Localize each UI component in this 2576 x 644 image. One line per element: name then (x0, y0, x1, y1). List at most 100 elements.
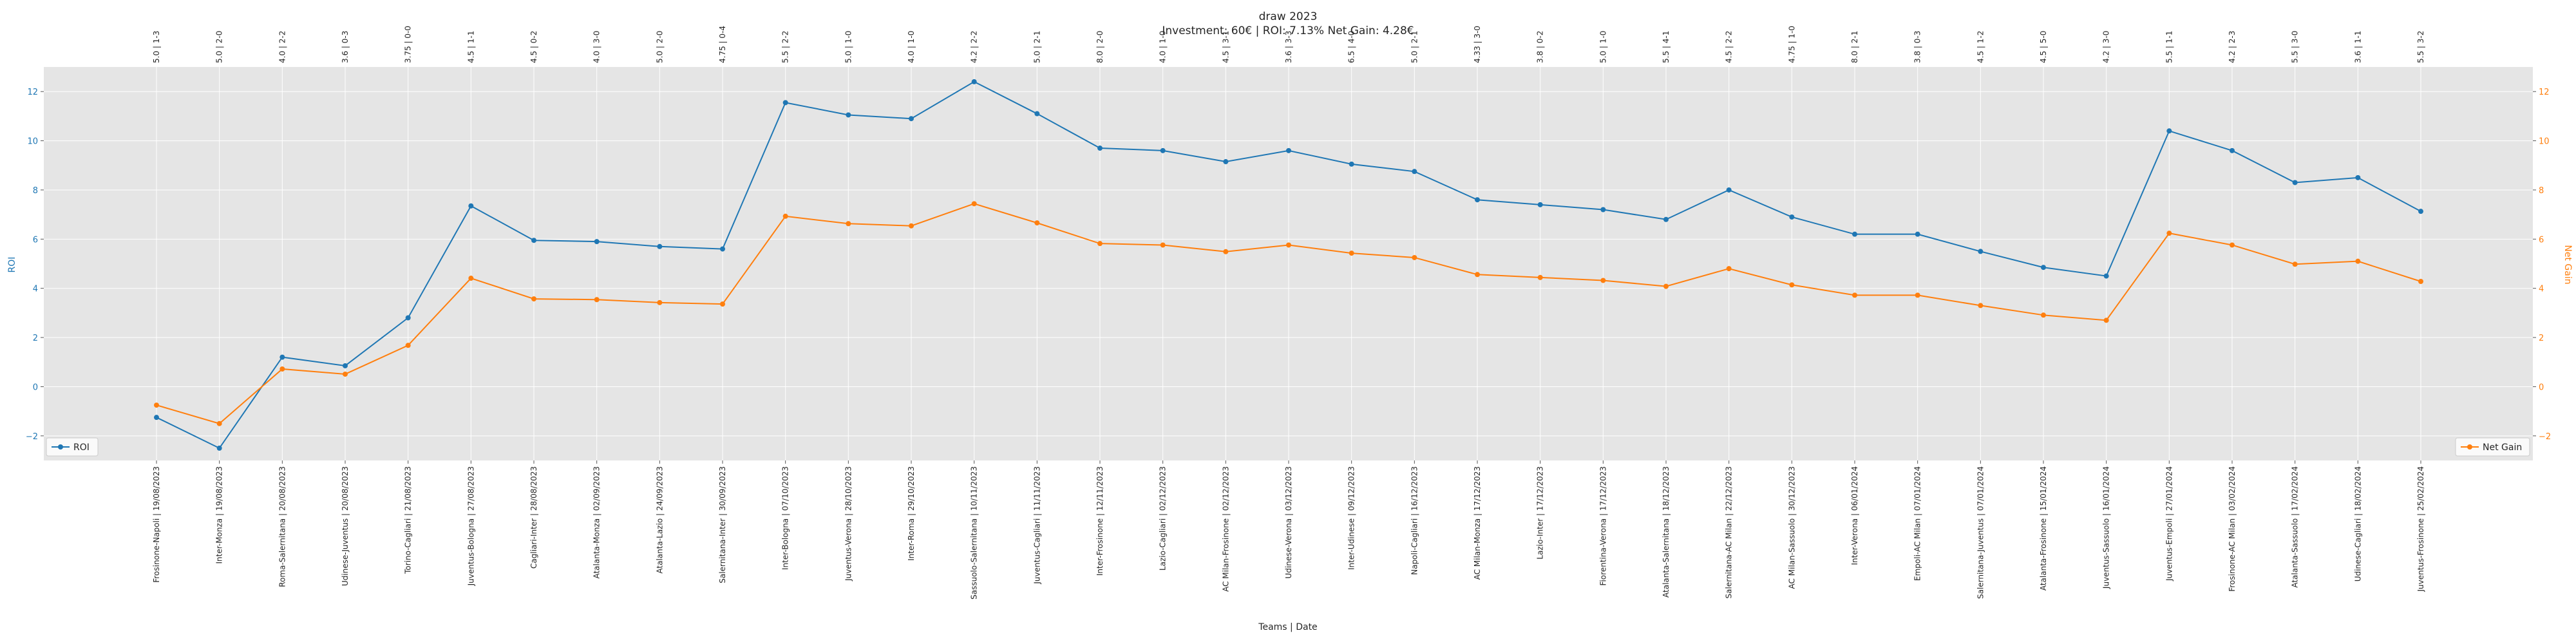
roi-point (2292, 180, 2298, 185)
grid-lines (44, 67, 2533, 460)
x-tick-label: AC Milan-Sassuolo | 30/12/2023 (1787, 466, 1796, 589)
net-gain-point (1978, 303, 1984, 308)
top-label: 3.6 | 3-3 (1284, 31, 1293, 63)
roi-point (2166, 128, 2172, 134)
net-gain-point (1034, 220, 1040, 226)
net-gain-point (2230, 242, 2235, 248)
y2-axis-label: Net Gain (2562, 245, 2573, 284)
x-tick-label: Inter-Bologna | 07/10/2023 (781, 466, 790, 570)
y2-tick-label: 10 (2539, 137, 2550, 147)
roi-point (2418, 209, 2423, 214)
roi-point (720, 246, 725, 252)
net-gain-point (1663, 283, 1669, 289)
top-label: 5.5 | 3-0 (2291, 31, 2300, 63)
y2-tick-label: 8 (2539, 186, 2544, 196)
y-tick-label: 8 (33, 186, 38, 196)
y2-tick-label: 4 (2539, 285, 2544, 294)
x-tick-label: Juventus-Empoli | 27/01/2024 (2164, 466, 2174, 582)
top-label: 4.0 | 3-0 (592, 31, 601, 63)
net-gain-point (1600, 278, 1606, 283)
y-tick-label: 0 (33, 383, 38, 392)
net-gain-point (279, 366, 285, 372)
chart-subtitle: Investment: 60€ | ROI: 7.13% Net Gain: 4… (1162, 24, 1414, 37)
x-tick-label: Cagliari-Inter | 28/08/2023 (529, 466, 538, 569)
y-tick-label: 6 (33, 235, 38, 245)
roi-point (531, 238, 536, 243)
top-label: 4.2 | 2-3 (2228, 31, 2237, 63)
top-label: 8.0 | 2-1 (1850, 31, 1859, 63)
y2-tick-label: 2 (2539, 334, 2544, 343)
roi-point (1600, 207, 1606, 213)
net-gain-point (1097, 241, 1103, 247)
roi-point (1537, 202, 1543, 207)
net-gain-point (1160, 242, 1166, 248)
net-gain-point (154, 402, 159, 408)
net-gain-point (2292, 261, 2298, 267)
x-tick-label: Sassuolo-Salernitana | 10/11/2023 (970, 466, 979, 600)
top-label: 4.5 | 2-2 (1725, 31, 1734, 63)
roi-point (1852, 231, 1857, 237)
x-tick-label: Torino-Cagliari | 21/08/2023 (404, 466, 413, 574)
x-tick-label: Fiorentina-Verona | 17/12/2023 (1598, 466, 1607, 585)
y2-tick-label: 6 (2539, 235, 2544, 245)
roi-point (279, 354, 285, 360)
top-label: 5.5 | 2-2 (781, 31, 790, 63)
x-tick-label: Frosinone-Napoli | 19/08/2023 (152, 466, 161, 583)
net-gain-point (2418, 278, 2423, 284)
x-tick-label: Udinese-Juventus | 20/08/2023 (341, 466, 350, 586)
legend-roi: ROI (46, 437, 99, 457)
net-gain-point (1537, 274, 1543, 280)
net-gain-point (1475, 272, 1480, 278)
net-gain-point (594, 297, 600, 303)
roi-point (594, 239, 600, 245)
top-label: 5.0 | 2-0 (215, 31, 224, 63)
top-label: 3.75 | 0-0 (404, 26, 413, 63)
roi-point (1663, 216, 1669, 222)
y2-tick-label: 12 (2539, 88, 2550, 97)
roi-point (1475, 197, 1480, 203)
y-axis-label: ROI (7, 257, 17, 273)
top-label: 4.75 | 0-4 (718, 26, 727, 63)
roi-point (343, 363, 348, 368)
x-tick-label: Atalanta-Sassuolo | 17/02/2024 (2291, 466, 2300, 588)
x-tick-label: AC Milan-Monza | 17/12/2023 (1473, 466, 1482, 580)
x-tick-label: Atalanta-Salernitana | 18/12/2023 (1662, 466, 1671, 598)
y2-tick-label: 0 (2539, 383, 2544, 392)
top-label: 5.5 | 3-2 (2416, 31, 2425, 63)
legend-roi-label: ROI (73, 442, 90, 453)
roi-point (971, 79, 977, 84)
x-tick-label: Udinese-Verona | 03/12/2023 (1284, 466, 1293, 578)
top-label: 5.5 | 1-1 (2164, 31, 2174, 63)
top-label: 5.5 | 4-1 (1662, 31, 1671, 63)
roi-point (2103, 273, 2109, 279)
roi-point (468, 203, 474, 209)
top-label: 8.0 | 2-0 (1095, 31, 1104, 63)
roi-point (657, 243, 663, 249)
y-tick-label: 4 (33, 285, 38, 294)
y2-tick-label: −2 (2539, 432, 2551, 442)
x-tick-label: Atalanta-Monza | 02/09/2023 (592, 466, 601, 579)
top-label: 5.0 | 1-0 (1598, 31, 1607, 63)
roi-point (1412, 169, 1417, 175)
x-tick-label: Salernitana-Juventus | 07/01/2024 (1976, 466, 1985, 599)
top-label: 3.8 | 0-2 (1536, 31, 1545, 63)
top-labels: 5.0 | 1-3 5.0 | 2-0 4.0 | 2-2 3.6 | 0-3 3.75… (152, 26, 2425, 63)
net-gain-point (2166, 231, 2172, 236)
top-label: 5.0 | 1-3 (152, 31, 161, 63)
x-tick-label: Atalanta-Frosinone | 15/01/2024 (2039, 466, 2048, 591)
x-tick-label: Empoli-AC Milan | 07/01/2024 (1913, 466, 1922, 581)
x-tick-label: Juventus-Frosinone | 25/02/2024 (2416, 466, 2425, 592)
roi-point (2041, 265, 2046, 270)
y-tick-label: −2 (26, 432, 38, 442)
x-tick-label: Inter-Frosinone | 12/11/2023 (1095, 466, 1104, 576)
series-layer (154, 79, 2423, 451)
roi-point (1978, 249, 1984, 254)
x-tick-label: Inter-Roma | 29/10/2023 (907, 466, 916, 561)
roi-point (2355, 175, 2361, 180)
y-tick-label: 10 (27, 137, 38, 147)
top-label: 5.0 | 2-1 (1410, 31, 1419, 63)
top-label: 4.5 | 5-0 (2039, 31, 2048, 63)
x-axis-label: Teams | Date (1258, 622, 1317, 632)
roi-point (1223, 159, 1229, 165)
x-tick-label: Inter-Monza | 19/08/2023 (215, 466, 224, 564)
